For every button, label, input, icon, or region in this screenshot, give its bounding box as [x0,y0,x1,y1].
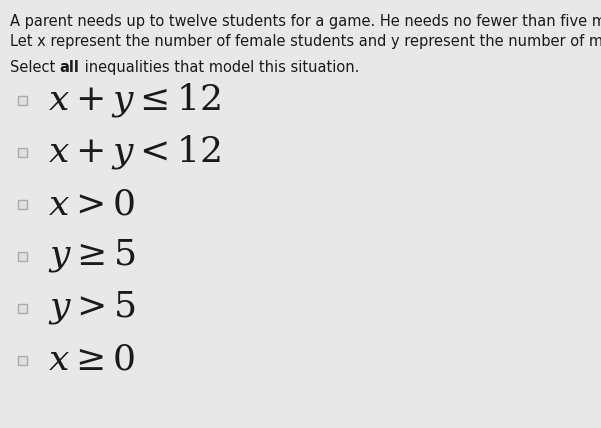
Text: Let x represent the number of female students and y represent the number of male: Let x represent the number of female stu… [10,34,601,49]
Text: $x + y < 12$: $x + y < 12$ [48,133,221,171]
Text: inequalities that model this situation.: inequalities that model this situation. [80,60,359,75]
Text: $y \geq 5$: $y \geq 5$ [48,238,136,274]
Bar [18,356,27,365]
Bar [18,148,27,157]
Text: Select: Select [10,60,60,75]
Text: $x \geq 0$: $x \geq 0$ [48,343,135,377]
Bar [18,303,27,312]
Text: $x + y \leq 12$: $x + y \leq 12$ [48,81,221,119]
Text: all: all [60,60,80,75]
Text: A parent needs up to twelve students for a game. He needs no fewer than five mal: A parent needs up to twelve students for… [10,14,601,29]
Bar [18,95,27,104]
Bar [18,252,27,261]
Text: $y > 5$: $y > 5$ [48,289,136,327]
Text: $x > 0$: $x > 0$ [48,187,135,221]
Bar [18,199,27,208]
